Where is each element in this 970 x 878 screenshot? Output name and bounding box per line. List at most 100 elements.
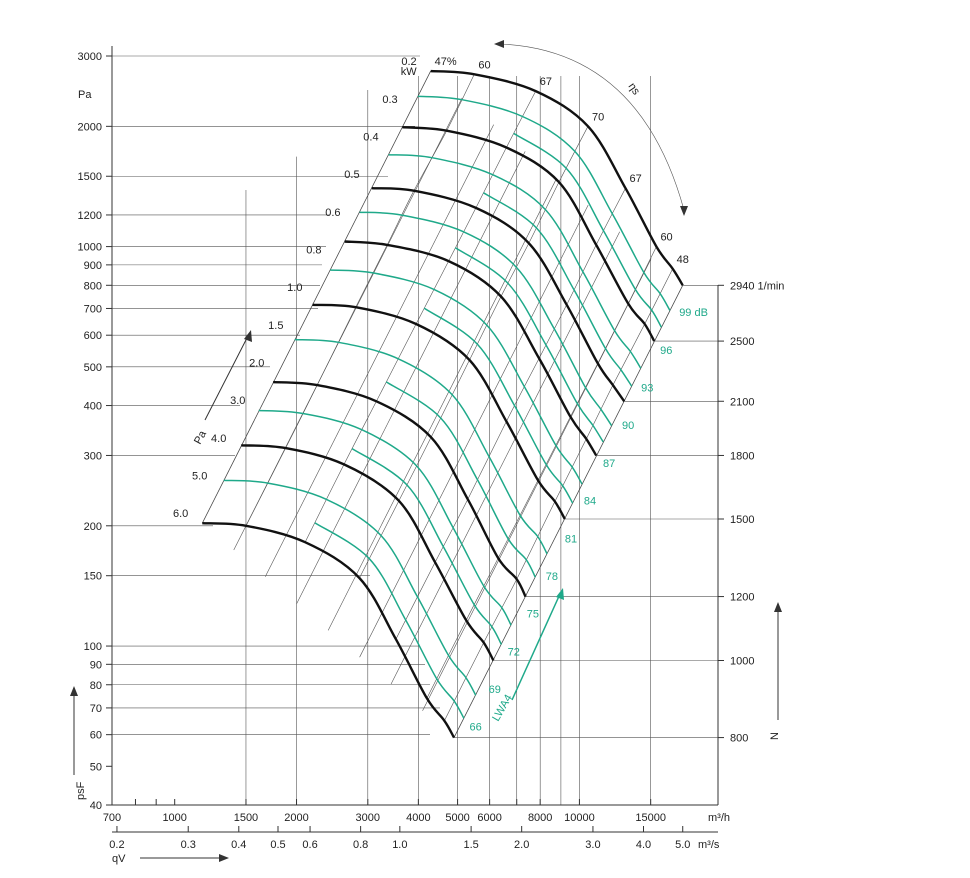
x2-tick-label: 4.0 (636, 839, 651, 851)
y-axis-symbol: psF (75, 781, 87, 800)
power-scale-label: 6.0 (173, 508, 188, 520)
speed-tick-label: 2940 1/min (730, 280, 784, 292)
speed-curve (402, 126, 656, 342)
x2-tick-label: 0.2 (109, 839, 124, 851)
axes (70, 40, 782, 862)
sound-level-label: 66 (470, 722, 482, 734)
labels: 3000 2000 1500 1200 1000 900 800 700 600 500 400 30… (75, 51, 784, 865)
speed-curve (312, 303, 566, 520)
system-line (359, 204, 589, 658)
efficiency-symbol: ηs (626, 81, 643, 98)
y-tick-label: 300 (84, 450, 102, 462)
speed-curve (430, 69, 684, 286)
efficiency-label: 48 (677, 254, 689, 266)
power-scale-label: 3.0 (230, 395, 245, 407)
sound-curve (359, 211, 613, 427)
speed-tick-label: 800 (730, 733, 748, 745)
x2-tick-label: 5.0 (675, 839, 690, 851)
y-tick-label: 80 (90, 680, 102, 692)
x2-tick-label: 0.4 (231, 839, 246, 851)
sound-curve (423, 307, 574, 504)
speed-curve (241, 444, 495, 662)
sound-curve (294, 338, 548, 555)
x-tick-label: 4000 (406, 812, 430, 824)
y-tick-label: 3000 (78, 51, 102, 63)
speed-curve (344, 240, 598, 457)
sound-curves (223, 95, 671, 719)
y-tick-label: 1500 (78, 171, 102, 183)
power-scale-label: 1.0 (287, 282, 302, 294)
power-scale-label: 2.0 (249, 358, 264, 370)
y-tick-label: 200 (84, 521, 102, 533)
sound-curve (513, 132, 662, 328)
power-scale-label: 0.6 (325, 207, 340, 219)
speed-axis-arrowhead (774, 602, 782, 612)
efficiency-line (304, 90, 536, 543)
power-scale-edge (201, 70, 431, 524)
speed-curve (202, 522, 456, 739)
y-tick-label: 40 (90, 800, 102, 812)
x2-axis-unit: m³/s (698, 839, 720, 851)
x-tick-label: 15000 (635, 812, 666, 824)
x-tick-label: 8000 (528, 812, 552, 824)
sound-curve (223, 479, 477, 696)
speed-tick-label: 1800 (730, 450, 754, 462)
sound-level-label: 96 (660, 345, 672, 357)
y-tick-label: 400 (84, 401, 102, 413)
efficiency-arrowhead (494, 40, 504, 48)
x-tick-label: 10000 (564, 812, 595, 824)
x-tick-label: 5000 (445, 812, 469, 824)
power-unit-label: kW (401, 66, 418, 78)
sound-curve (330, 269, 583, 485)
power-scale-label: 0.8 (306, 244, 321, 256)
y-tick-label: 900 (84, 260, 102, 272)
efficiency-label: 67 (540, 76, 552, 88)
speed-axis-symbol: N (769, 732, 781, 740)
speed-curve (371, 187, 626, 402)
x2-tick-label: 2.0 (514, 839, 529, 851)
sound-level-label: 93 (641, 383, 653, 395)
efficiency-label: 47% (435, 56, 457, 68)
sound-curve (385, 381, 536, 578)
power-scale-label: 5.0 (192, 471, 207, 483)
efficiency-label: 60 (478, 59, 490, 71)
sound-level-label: 69 (489, 684, 501, 696)
power-scale-label: 0.3 (382, 94, 397, 106)
sound-level-label: 72 (508, 646, 520, 658)
sound-curve (483, 192, 633, 387)
sound-curve (388, 153, 642, 369)
sound-level-label: 78 (546, 571, 558, 583)
power-scale-label: 4.0 (211, 433, 226, 445)
sound-symbol: LWA4 (490, 693, 515, 724)
speed-tick-label: 1000 (730, 656, 754, 668)
sound-curve (258, 409, 512, 626)
y-tick-label: 500 (84, 362, 102, 374)
y-tick-label: 100 (84, 641, 102, 653)
y-tick-label: 600 (84, 330, 102, 342)
sound-curve (351, 447, 503, 645)
y-tick-label: 800 (84, 280, 102, 292)
x-tick-label: 2000 (284, 812, 308, 824)
y-tick-label: 700 (84, 303, 102, 315)
efficiency-label: 60 (660, 232, 672, 244)
y-tick-label: 90 (90, 659, 102, 671)
x2-tick-label: 0.8 (353, 839, 368, 851)
y-tick-label: 150 (84, 571, 102, 583)
speed-curves (202, 69, 684, 739)
efficiency-arrow (499, 43, 685, 211)
speed-scale-edge (453, 285, 684, 738)
y-tick-label: 70 (90, 703, 102, 715)
sound-curve (454, 247, 604, 443)
efficiency-arrowhead (680, 206, 688, 216)
efficiency-label: 67 (630, 173, 642, 185)
x-tick-label: 3000 (356, 812, 380, 824)
y-tick-label: 50 (90, 761, 102, 773)
efficiency-line (426, 246, 657, 699)
speed-tick-label: 2500 (730, 336, 754, 348)
sound-level-label: 99 dB (679, 307, 708, 319)
power-scale-label: 0.2 (401, 56, 416, 68)
x2-tick-label: 3.0 (585, 839, 600, 851)
power-arrowhead (244, 330, 252, 342)
sound-level-label: 75 (527, 609, 539, 621)
